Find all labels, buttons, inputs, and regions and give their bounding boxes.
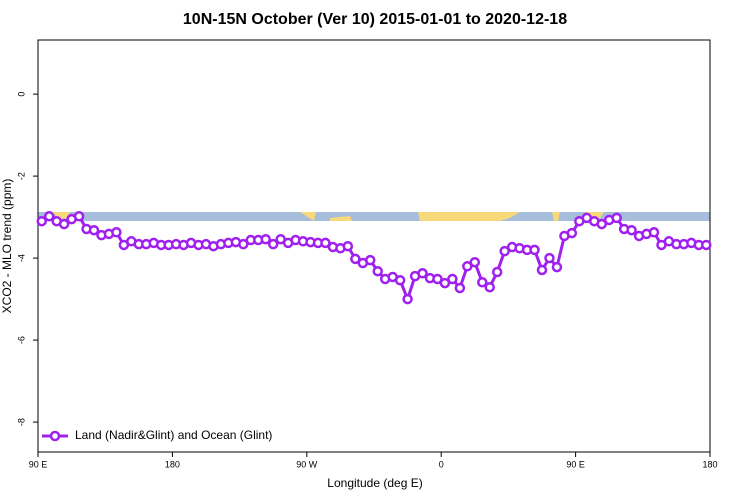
data-point <box>544 252 555 264</box>
data-point <box>626 224 637 236</box>
data-point <box>477 277 488 288</box>
data-point <box>238 238 249 250</box>
y-axis-label: XCO2 - MLO trend (ppm) <box>0 179 14 314</box>
land-mask <box>38 212 710 221</box>
data-point <box>566 227 578 239</box>
data-point <box>536 264 548 276</box>
data-point <box>88 224 100 236</box>
data-point <box>320 237 331 249</box>
x-tick-label: 180 <box>702 459 717 469</box>
data-point <box>454 282 466 294</box>
data-point <box>417 268 428 279</box>
x-tick-label: 90 W <box>296 459 318 469</box>
data-point <box>462 261 473 272</box>
data-point <box>611 212 622 224</box>
land-patch <box>300 212 316 221</box>
chart-title: 10N-15N October (Ver 10) 2015-01-01 to 2… <box>183 11 567 28</box>
data-point <box>529 244 540 256</box>
y-tick-label: -8 <box>16 418 26 426</box>
land-patch <box>418 212 520 221</box>
legend-label: Land (Nadir&Glint) and Ocean (Glint) <box>75 428 272 442</box>
data-point <box>551 261 563 273</box>
legend-marker <box>49 430 61 442</box>
data-point <box>36 215 47 227</box>
data-point <box>43 211 55 222</box>
x-tick-label: 180 <box>165 459 180 469</box>
data-point <box>58 218 70 230</box>
data-point <box>491 266 503 278</box>
data-point <box>648 227 660 238</box>
data-point <box>432 273 443 285</box>
data-point <box>484 281 495 293</box>
data-point <box>469 256 481 268</box>
y-tick-label: 0 <box>16 92 26 97</box>
y-tick-label: -4 <box>16 254 26 262</box>
ocean-strip <box>38 212 710 221</box>
x-tick-label: 90 E <box>29 459 48 469</box>
data-point <box>439 277 451 289</box>
x-axis-label: Longitude (deg E) <box>327 476 422 490</box>
land-patch <box>330 216 352 221</box>
data-point <box>447 273 458 285</box>
data-point <box>394 274 406 286</box>
data-point <box>350 253 361 265</box>
y-tick-label: -6 <box>16 336 26 344</box>
x-tick-label: 0 <box>439 459 444 469</box>
data-point <box>596 218 607 230</box>
data-point <box>260 233 271 245</box>
data-point <box>701 239 712 251</box>
data-point <box>402 293 413 305</box>
land-patch <box>52 212 70 219</box>
data-point <box>372 265 383 277</box>
x-tick-label: 90 E <box>566 459 585 469</box>
data-point <box>267 238 279 250</box>
data-point <box>365 254 376 266</box>
land-patch <box>552 212 560 221</box>
data-point <box>342 240 354 252</box>
data-point <box>111 227 122 238</box>
data-point <box>73 211 85 222</box>
y-tick-label: -2 <box>16 172 26 180</box>
data-point <box>499 245 510 257</box>
